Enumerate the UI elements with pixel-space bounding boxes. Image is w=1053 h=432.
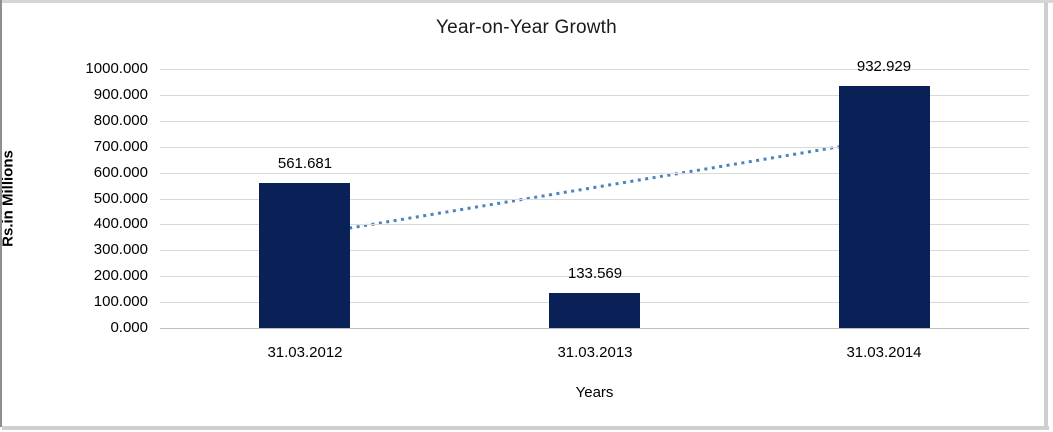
x-axis-title: Years bbox=[575, 384, 614, 401]
y-tick-label: 600.000 bbox=[93, 164, 148, 181]
y-tick-label: 800.000 bbox=[93, 112, 148, 129]
frame-border-top bbox=[0, 0, 1053, 3]
bar-value-label: 561.681 bbox=[277, 155, 333, 172]
gridline bbox=[160, 95, 1029, 96]
bar-31.03.2014 bbox=[839, 86, 930, 328]
gridline bbox=[160, 199, 1029, 200]
y-tick-label: 400.000 bbox=[93, 215, 148, 232]
bar-value-label: 932.929 bbox=[856, 58, 912, 75]
gridline bbox=[160, 276, 1029, 277]
x-axis-line bbox=[160, 328, 1029, 329]
y-tick-label: 900.000 bbox=[93, 86, 148, 103]
gridline bbox=[160, 224, 1029, 225]
bar-31.03.2012 bbox=[259, 183, 350, 328]
x-tick-label: 31.03.2014 bbox=[846, 344, 922, 361]
frame-border-left bbox=[0, 0, 2, 427]
frame-border-bottom bbox=[2, 426, 1049, 430]
gridline bbox=[160, 250, 1029, 251]
y-tick-label: 300.000 bbox=[93, 241, 148, 258]
y-tick-label: 1000.000 bbox=[85, 60, 148, 77]
gridline bbox=[160, 173, 1029, 174]
x-tick-label: 31.03.2013 bbox=[557, 344, 633, 361]
gridline bbox=[160, 147, 1029, 148]
y-tick-label: 700.000 bbox=[93, 138, 148, 155]
x-tick-label: 31.03.2012 bbox=[267, 344, 343, 361]
y-tick-label: 0.000 bbox=[110, 319, 148, 336]
y-tick-label: 200.000 bbox=[93, 267, 148, 284]
frame-border-right bbox=[1044, 3, 1048, 427]
bar-value-label: 133.569 bbox=[567, 265, 623, 282]
y-tick-label: 500.000 bbox=[93, 190, 148, 207]
y-tick-label: 100.000 bbox=[93, 293, 148, 310]
bar-31.03.2013 bbox=[549, 293, 640, 328]
gridline bbox=[160, 121, 1029, 122]
gridline bbox=[160, 69, 1029, 70]
chart-title: Year-on-Year Growth bbox=[436, 17, 617, 38]
